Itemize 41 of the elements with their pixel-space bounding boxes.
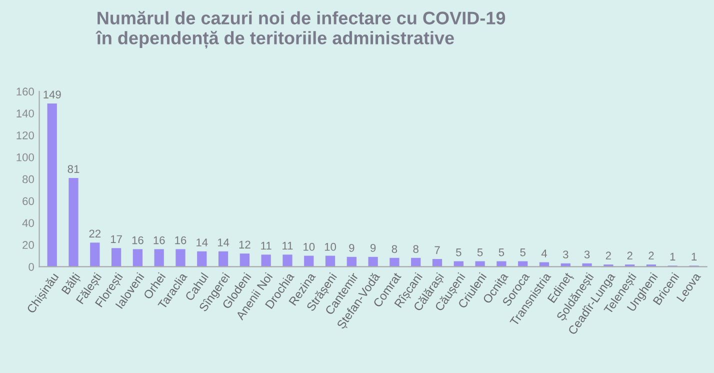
data-label: 8	[392, 245, 398, 253]
data-label: 149	[44, 90, 61, 98]
data-label: 10	[304, 242, 315, 251]
y-tick-label: 40	[22, 219, 34, 228]
data-label: 5	[498, 248, 504, 256]
y-tick-label: 60	[22, 197, 34, 206]
y-tick-label: 140	[16, 110, 34, 118]
data-label: 22	[89, 230, 101, 238]
y-tick-label: 80	[22, 175, 34, 184]
y-tick-label: 160	[16, 88, 34, 96]
data-label: 1	[670, 252, 676, 261]
y-tick-label: 120	[16, 131, 34, 140]
data-label: 3	[584, 250, 590, 258]
data-label: 8	[413, 245, 418, 253]
data-label: 16	[154, 236, 165, 244]
data-label: 7	[434, 246, 440, 254]
data-label: 2	[648, 252, 654, 260]
data-label: 16	[175, 236, 186, 244]
data-label: 1	[692, 252, 697, 261]
data-label: 12	[239, 240, 250, 248]
data-label: 14	[218, 238, 230, 246]
data-label: 2	[627, 252, 632, 260]
data-label: 5	[477, 248, 483, 256]
data-label: 11	[282, 242, 293, 250]
data-label: 9	[370, 244, 376, 252]
data-label: 17	[110, 235, 122, 243]
data-label: 9	[349, 244, 354, 252]
data-label: 10	[324, 242, 336, 251]
y-tick-label: 0	[28, 262, 34, 271]
data-label: 11	[261, 242, 272, 250]
data-label: 16	[132, 236, 144, 244]
data-label: 2	[606, 252, 611, 260]
data-label: 5	[520, 248, 526, 256]
data-label: 81	[68, 165, 80, 173]
y-tick-label: 100	[16, 153, 34, 162]
data-label: 5	[456, 248, 462, 256]
data-label: 14	[196, 238, 208, 246]
chart-title: Numărul de cazuri noi de infectare cu COVID-19 în dependență de teritoriile administrative	[96, 11, 506, 48]
data-label: 3	[562, 250, 568, 258]
data-label: 4	[541, 250, 548, 258]
y-tick-label: 20	[22, 241, 34, 249]
